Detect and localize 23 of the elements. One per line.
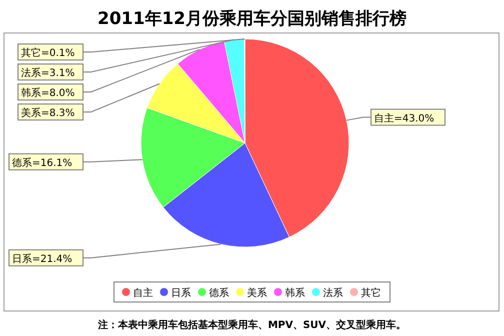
chart-title: 2011年12月份乘用车分国别销售排行榜 (98, 9, 406, 29)
legend-label: 日系 (171, 287, 191, 299)
legend-label: 法系 (323, 287, 343, 299)
data-label: =3.1% (41, 68, 75, 79)
data-label: =0.1% (41, 48, 75, 59)
data-label: =16.1% (32, 158, 72, 169)
legend-label: 自主 (133, 287, 153, 299)
slice-label: 德系 (12, 156, 32, 169)
slice-label: 日系 (12, 252, 32, 265)
data-label: =8.3% (41, 108, 75, 119)
legend-label: 韩系 (285, 287, 305, 299)
legend-label: 其它 (361, 287, 381, 299)
data-label: =8.0% (41, 88, 75, 99)
slice-label: 法系 (21, 67, 41, 79)
data-label: =43.0% (394, 113, 434, 124)
text: 注：本表中乘用车包括基本型乘用车、MPV、SUV、交叉型乘用车。 (96, 319, 406, 331)
legend-label: 美系 (247, 287, 267, 299)
slice-label: 其它 (21, 47, 41, 59)
data-label: =21.4% (32, 254, 72, 265)
legend-label: 德系 (209, 287, 229, 299)
slice-label: 美系 (21, 107, 41, 119)
slice-label: 自主 (374, 112, 394, 124)
slice-label: 韩系 (21, 87, 41, 99)
